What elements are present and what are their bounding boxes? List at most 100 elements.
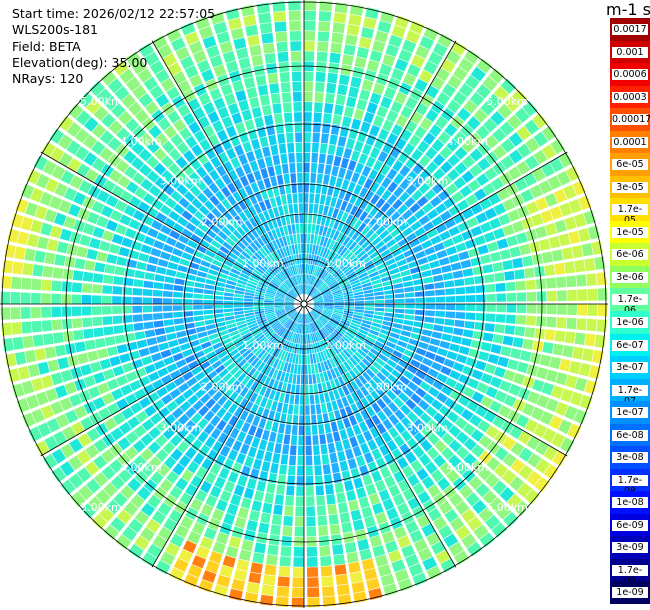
scan-cell	[295, 313, 300, 322]
scan-cell	[184, 322, 195, 330]
scan-cell	[458, 345, 470, 356]
scan-cell	[163, 312, 173, 319]
scan-cell	[14, 351, 27, 365]
scan-cell	[41, 141, 56, 158]
scan-cell	[243, 234, 253, 244]
scan-cell	[333, 310, 344, 314]
scan-cell	[358, 236, 368, 247]
scan-cell	[181, 469, 194, 482]
scan-cell	[175, 46, 190, 61]
scan-cell	[58, 152, 73, 168]
scan-cell	[354, 304, 365, 307]
scan-cell	[281, 283, 290, 291]
scan-cell	[244, 247, 254, 257]
colorbar-tick-label: 6e-08	[612, 429, 648, 441]
scan-cell	[266, 290, 276, 295]
scan-cell	[379, 271, 390, 279]
scan-cell	[218, 467, 230, 480]
scan-cell	[284, 300, 295, 303]
scan-cell	[570, 391, 583, 406]
scan-cell	[346, 329, 357, 337]
scan-cell	[361, 558, 375, 571]
scan-cell	[51, 466, 67, 483]
scan-cell	[128, 543, 144, 559]
scan-cell	[251, 254, 261, 264]
scan-cell	[289, 266, 295, 276]
scan-cell	[252, 552, 265, 564]
scan-cell	[419, 412, 432, 424]
scan-cell	[433, 516, 448, 531]
scan-cell	[477, 244, 489, 255]
scan-cell	[371, 448, 382, 461]
scan-cell	[563, 184, 577, 200]
scan-cell	[178, 197, 190, 209]
azimuth-line	[303, 151, 568, 305]
scan-cell	[337, 245, 345, 255]
scan-cell	[96, 88, 112, 104]
scan-cell	[203, 346, 214, 355]
scan-cell	[324, 299, 334, 302]
scan-cell	[531, 213, 544, 227]
scan-cell	[343, 147, 353, 159]
scan-cell	[420, 439, 433, 452]
scan-cell	[486, 457, 501, 471]
scan-cell	[137, 201, 150, 213]
scan-cell	[272, 369, 279, 380]
scan-cell	[160, 349, 172, 359]
scan-cell	[350, 76, 362, 89]
scan-cell	[283, 351, 289, 362]
scan-cell	[197, 222, 209, 233]
scan-cell	[351, 230, 361, 241]
scan-cell	[399, 178, 411, 190]
scan-cell	[506, 493, 522, 509]
scan-cell	[394, 58, 409, 72]
scan-cell	[339, 247, 348, 257]
scan-cell	[402, 465, 415, 478]
scan-cell	[418, 215, 431, 226]
scan-cell	[262, 574, 276, 586]
colorbar-cell: 0.001	[610, 40, 650, 64]
scan-cell	[319, 284, 327, 292]
scan-cell	[126, 181, 139, 194]
scan-cell	[205, 398, 216, 409]
scan-cell	[173, 558, 189, 572]
scan-cell	[343, 333, 353, 342]
scan-cell	[194, 371, 206, 382]
scan-cell	[45, 388, 59, 402]
scan-cell	[320, 444, 328, 455]
scan-cell	[432, 153, 446, 167]
scan-cell	[387, 181, 398, 193]
scan-cell	[295, 286, 300, 295]
scan-cell	[191, 439, 203, 452]
scan-cell	[219, 490, 232, 503]
scan-cell	[55, 413, 70, 428]
scan-cell	[462, 423, 476, 436]
scan-cell	[242, 163, 252, 175]
scan-cell	[390, 385, 402, 396]
scan-cell	[283, 173, 290, 184]
scan-cell	[203, 423, 215, 435]
scan-cell	[331, 165, 339, 177]
scan-cell	[422, 276, 434, 284]
scan-cell	[146, 518, 161, 533]
range-ring-label: 3.00km	[160, 175, 202, 188]
scan-cell	[354, 297, 365, 301]
scan-cell	[70, 491, 86, 508]
scan-cell	[238, 99, 250, 112]
scan-cell	[177, 80, 192, 94]
scan-cell	[277, 133, 286, 144]
scan-cell	[393, 526, 407, 539]
scan-cell	[495, 282, 506, 292]
range-ring-label: 1.00km	[324, 339, 366, 352]
scan-cell	[414, 126, 427, 139]
scan-cell	[182, 112, 196, 126]
scan-cell	[359, 548, 373, 561]
scan-cell	[329, 282, 339, 289]
scan-cell	[431, 216, 443, 227]
scan-cell	[212, 342, 223, 350]
scan-cell	[597, 304, 608, 317]
scan-cell	[402, 39, 417, 53]
scan-cell	[311, 322, 317, 332]
scan-cell	[248, 424, 257, 436]
scan-cell	[319, 316, 328, 324]
